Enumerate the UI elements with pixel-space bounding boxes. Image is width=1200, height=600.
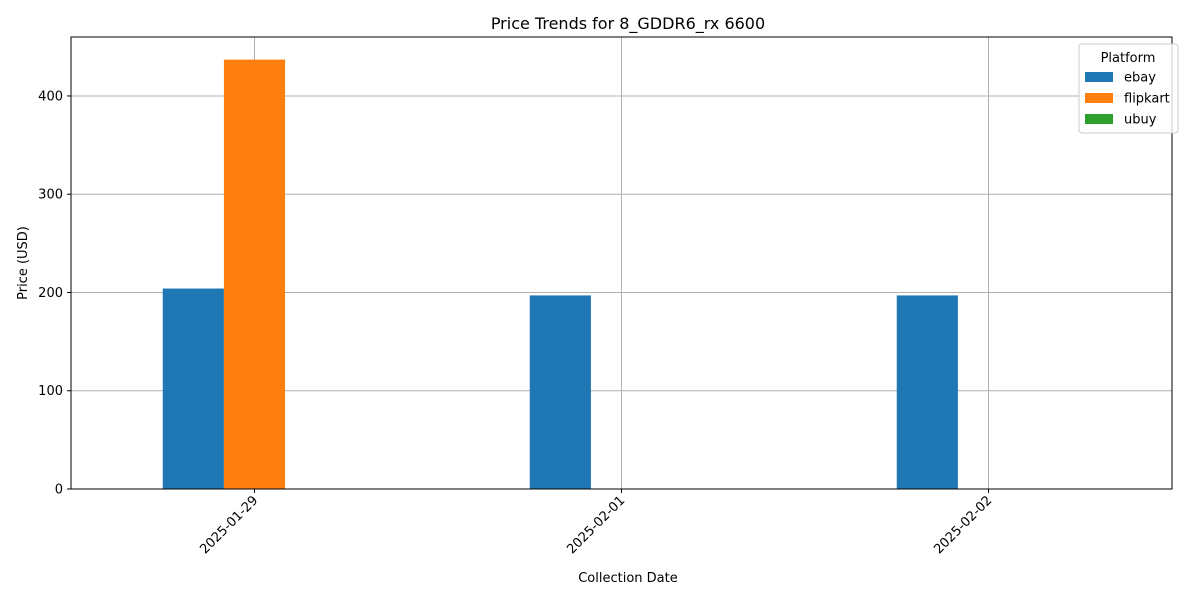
bar-flipkart-2025-01-29 (223, 59, 286, 489)
bars (162, 59, 958, 489)
x-axis: 2025-01-29 2025-02-01 2025-02-02 (197, 489, 995, 557)
legend-label-ubuy: ubuy (1124, 113, 1157, 128)
legend-label-flipkart: flipkart (1124, 92, 1170, 107)
legend-swatch-ubuy (1085, 114, 1113, 124)
bar-ebay-2025-01-29 (162, 288, 224, 489)
y-tick-label: 100 (38, 384, 63, 399)
y-axis: 0 100 200 300 400 (38, 89, 71, 498)
legend-box (1078, 43, 1179, 134)
x-tick-label: 2025-02-02 (931, 493, 995, 557)
legend-title: Platform (1101, 51, 1156, 66)
y-axis-label: Price (USD) (16, 226, 31, 300)
y-tick-label: 300 (38, 188, 63, 203)
bar-ebay-2025-02-02 (896, 295, 958, 489)
y-tick-label: 200 (38, 286, 63, 301)
legend-swatch-ebay (1085, 72, 1113, 82)
legend-swatch-flipkart (1085, 93, 1113, 103)
bar-ebay-2025-02-01 (529, 295, 591, 489)
x-tick-label: 2025-01-29 (197, 493, 261, 557)
y-tick-label: 400 (38, 89, 63, 104)
legend: Platform ebay flipkart ubuy (1078, 43, 1179, 134)
x-tick-label: 2025-02-01 (564, 493, 628, 557)
chart-title: Price Trends for 8_GDDR6_rx 6600 (491, 14, 765, 34)
x-axis-label: Collection Date (578, 571, 678, 586)
legend-label-ebay: ebay (1124, 71, 1156, 86)
y-tick-label: 0 (55, 483, 63, 498)
